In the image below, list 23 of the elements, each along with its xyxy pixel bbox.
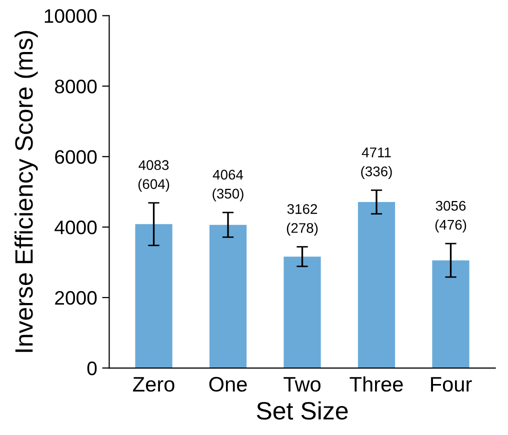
- data-label: 4064 (350): [212, 170, 244, 202]
- y-tick-label: 0: [87, 361, 97, 376]
- y-tick-label: 6000: [55, 150, 97, 164]
- y-axis-title: Inverse Efficiency Score (ms): [14, 31, 38, 352]
- bar: [432, 260, 470, 368]
- x-tick-label: Zero: [133, 377, 174, 392]
- data-label: 3056 (476): [435, 200, 466, 232]
- y-tick-label: 4000: [54, 220, 97, 234]
- bar: [358, 202, 396, 368]
- bar: [135, 224, 172, 368]
- data-label: 4083 (604): [138, 160, 170, 192]
- x-axis-title: Set Size: [256, 401, 348, 420]
- x-tick-label: One: [209, 376, 247, 392]
- y-tick-label: 2000: [55, 291, 97, 305]
- y-tick-label: 10000: [44, 9, 97, 23]
- bar: [284, 256, 321, 368]
- x-tick-label: Two: [284, 377, 320, 392]
- data-label: 4711 (336): [361, 148, 392, 180]
- x-tick-label: Four: [431, 377, 472, 392]
- x-tick-label: Three: [350, 376, 403, 392]
- y-tick-label: 8000: [55, 80, 97, 94]
- bar: [209, 224, 247, 368]
- data-label: 3162 (278): [286, 204, 318, 236]
